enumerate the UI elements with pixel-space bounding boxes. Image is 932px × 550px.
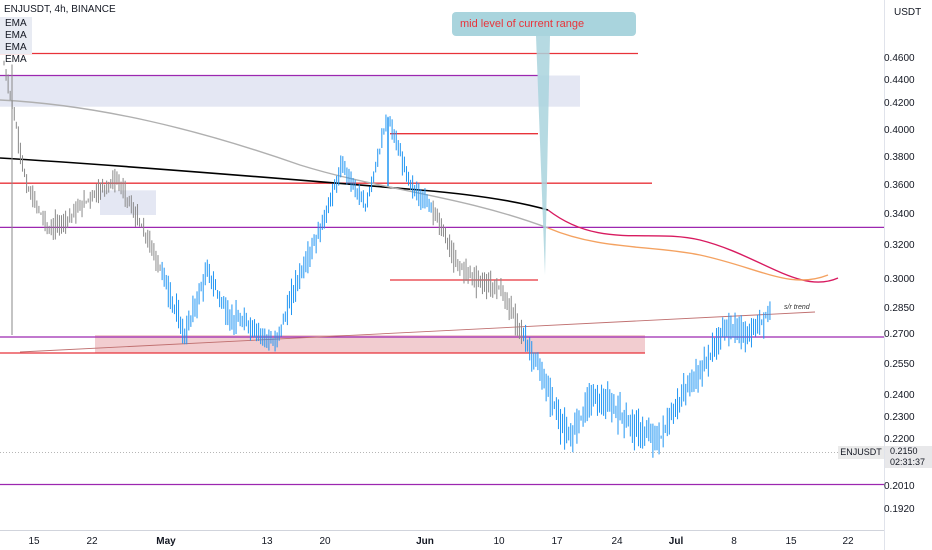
zone-blue-0 — [0, 75, 580, 107]
projection-red-line — [547, 209, 839, 283]
time-tick-label: Jun — [416, 536, 434, 547]
price-tick-label: 0.2300 — [884, 412, 915, 423]
indicator-ema-1[interactable]: EMA — [0, 17, 32, 30]
price-tick-label: 0.3800 — [884, 152, 915, 163]
price-tick-label: 0.3200 — [884, 240, 915, 251]
time-tick-label: Jul — [668, 536, 684, 547]
ema-mid-line — [0, 99, 549, 229]
last-price-value: 0.2150 — [890, 446, 918, 456]
time-tick-label: 15 — [785, 536, 797, 547]
price-tick-label: 0.2700 — [884, 329, 915, 340]
price-tick-label: 0.4200 — [884, 98, 915, 109]
time-tick-label: 8 — [731, 536, 737, 547]
currency-label[interactable]: USDT — [894, 7, 922, 18]
price-axis-border — [884, 0, 885, 550]
callout-pointer — [536, 36, 550, 275]
time-tick-label: 22 — [86, 536, 98, 547]
time-tick-label: 17 — [551, 536, 563, 547]
price-tick-label: 0.3000 — [884, 274, 915, 285]
last-price-symbol-tag: ENJUSDT — [838, 446, 884, 459]
price-tick-label: 0.3600 — [884, 180, 915, 191]
symbol-title: ENJUSDT, 4h, BINANCE — [4, 4, 116, 15]
price-tick-label: 0.4400 — [884, 75, 915, 86]
projection-orange-line — [547, 227, 829, 281]
price-tick-label: 0.2200 — [884, 434, 915, 445]
time-tick-label: 10 — [493, 536, 505, 547]
indicator-ema-3[interactable]: EMA — [0, 41, 32, 54]
price-tick-label: 0.2850 — [884, 303, 915, 314]
time-tick-label: 22 — [842, 536, 854, 547]
sr-trend-line — [19, 311, 816, 353]
price-tick-label: 0.4600 — [884, 53, 915, 64]
zone-blue-1 — [100, 190, 156, 215]
indicator-ema-4[interactable]: EMA — [5, 54, 27, 65]
price-tick-label: 0.1920 — [884, 504, 915, 515]
time-tick-label: 24 — [611, 536, 623, 547]
time-axis-border — [0, 530, 884, 531]
price-tick-label: 0.3400 — [884, 209, 915, 220]
time-tick-label: 20 — [319, 536, 331, 547]
time-tick-label: 15 — [28, 536, 40, 547]
time-tick-label: May — [156, 536, 176, 547]
price-tick-label: 0.2400 — [884, 390, 915, 401]
price-tick-label: 0.4000 — [884, 125, 915, 136]
last-price-tag: 0.2150 02:31:37 — [885, 446, 932, 468]
zone-pink-2 — [95, 335, 645, 353]
range-callout: mid level of current range — [452, 12, 636, 36]
time-tick-label: 13 — [261, 536, 273, 547]
candle-countdown: 02:31:37 — [890, 457, 926, 467]
price-tick-label: 0.2550 — [884, 359, 915, 370]
price-tick-label: 0.2010 — [884, 481, 915, 492]
indicator-ema-2[interactable]: EMA — [0, 29, 32, 42]
sr-trend-label: s/r trend — [784, 304, 810, 311]
